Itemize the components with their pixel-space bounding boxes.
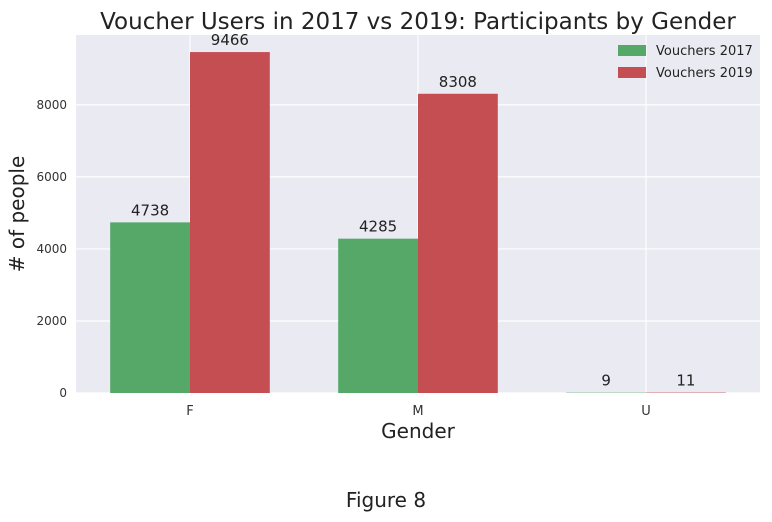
figure-caption: Figure 8 bbox=[345, 488, 427, 512]
y-tick-label: 8000 bbox=[36, 98, 67, 112]
x-tick-label: F bbox=[186, 404, 193, 419]
bars bbox=[110, 52, 726, 394]
legend: Vouchers 2017 Vouchers 2019 bbox=[618, 44, 753, 81]
bar-value-label: 4285 bbox=[359, 218, 397, 236]
y-tick-labels: 0 2000 4000 6000 8000 bbox=[36, 98, 67, 400]
x-tick-label: M bbox=[412, 404, 423, 419]
legend-label: Vouchers 2017 bbox=[656, 44, 753, 59]
x-axis-label: Gender bbox=[381, 419, 455, 443]
data-labels: 4738 4285 9 9466 8308 11 bbox=[131, 31, 695, 390]
bar-chart: Voucher Users in 2017 vs 2019: Participa… bbox=[5, 9, 760, 443]
y-tick-label: 6000 bbox=[36, 170, 67, 184]
bar-value-label: 9466 bbox=[211, 31, 249, 49]
bar-value-label: 11 bbox=[676, 372, 695, 390]
bar-value-label: 4738 bbox=[131, 201, 169, 219]
bar-vouchers-2019-m bbox=[418, 93, 498, 394]
bar-value-label: 9 bbox=[601, 372, 611, 390]
y-axis-label: # of people bbox=[5, 156, 29, 273]
y-tick-label: 0 bbox=[59, 386, 67, 400]
legend-swatch bbox=[618, 67, 646, 78]
legend-label: Vouchers 2019 bbox=[656, 66, 753, 81]
y-tick-label: 2000 bbox=[36, 314, 67, 328]
chart-title: Voucher Users in 2017 vs 2019: Participa… bbox=[100, 9, 736, 35]
bar-vouchers-2019-f bbox=[190, 52, 270, 394]
bar-vouchers-2017-f bbox=[110, 222, 190, 393]
bar-vouchers-2017-m bbox=[338, 238, 418, 393]
bar-value-label: 8308 bbox=[439, 73, 477, 91]
y-tick-label: 4000 bbox=[36, 242, 67, 256]
legend-swatch bbox=[618, 45, 646, 56]
x-tick-label: U bbox=[641, 404, 651, 419]
